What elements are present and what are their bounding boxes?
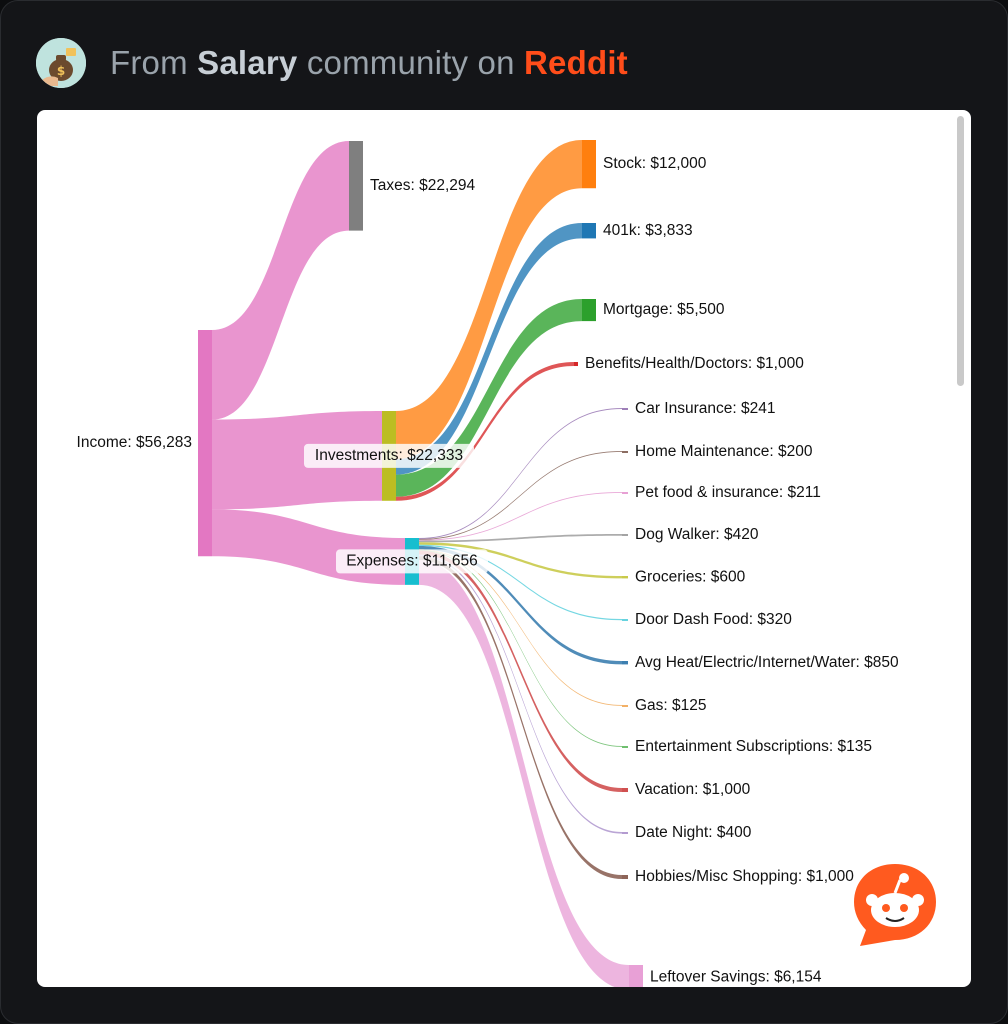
node-vacation[interactable] (622, 788, 628, 793)
node-mortgage[interactable] (582, 299, 596, 322)
node-401k[interactable] (582, 223, 596, 239)
title-prefix: From (110, 44, 188, 81)
link-expenses-groceries[interactable] (419, 542, 622, 579)
label-investments: Investments: $22,333 (315, 447, 463, 464)
label-gas: Gas: $125 (635, 697, 707, 714)
label-stock: Stock: $12,000 (603, 155, 707, 172)
link-income-expenses[interactable] (212, 509, 405, 585)
label-income: Income: $56,283 (77, 434, 192, 451)
node-dog[interactable] (622, 534, 628, 536)
label-dog: Dog Walker: $420 (635, 526, 759, 543)
label-subs: Entertainment Subscriptions: $135 (635, 738, 872, 755)
link-expenses-leftover[interactable] (419, 560, 629, 987)
reddit-logo-icon (850, 860, 940, 950)
scrollbar[interactable] (957, 116, 965, 386)
link-expenses-dog[interactable] (419, 534, 622, 543)
node-leftover[interactable] (629, 965, 643, 987)
site-name[interactable]: Reddit (524, 44, 628, 81)
label-401k: 401k: $3,833 (603, 222, 693, 239)
label-vacation: Vacation: $1,000 (635, 781, 751, 798)
label-mortgage: Mortgage: $5,500 (603, 301, 725, 318)
link-investments-stock[interactable] (396, 140, 582, 460)
node-groceries[interactable] (622, 576, 628, 579)
title-middle: community on (306, 44, 515, 81)
label-car: Car Insurance: $241 (635, 400, 775, 417)
link-expenses-utilities[interactable] (419, 546, 622, 665)
node-doordash[interactable] (622, 619, 628, 621)
link-income-taxes[interactable] (212, 141, 349, 420)
link-expenses-vacation[interactable] (419, 550, 622, 793)
link-expenses-pet[interactable] (419, 492, 622, 541)
node-hobbies[interactable] (622, 875, 628, 880)
label-hobbies: Hobbies/Misc Shopping: $1,000 (635, 868, 854, 885)
sankey-labels: Income: $56,283 Taxes: $22,294 Investments… (77, 155, 899, 985)
node-gas[interactable] (622, 705, 628, 707)
label-date: Date Night: $400 (635, 824, 752, 841)
link-income-investments[interactable] (212, 411, 382, 510)
label-benefits: Benefits/Health/Doctors: $1,000 (585, 355, 804, 372)
node-benefits[interactable] (574, 362, 578, 367)
link-expenses-car[interactable] (419, 408, 622, 539)
sankey-card: Income: $56,283 Taxes: $22,294 Investments… (37, 110, 971, 987)
node-car[interactable] (622, 408, 628, 410)
label-doordash: Door Dash Food: $320 (635, 611, 792, 628)
label-taxes: Taxes: $22,294 (370, 177, 476, 194)
label-bg-investments (304, 443, 474, 468)
label-home: Home Maintenance: $200 (635, 443, 813, 460)
label-expenses: Expenses: $11,656 (346, 553, 478, 570)
link-expenses-date[interactable] (419, 554, 622, 834)
money-bag-icon: $ (36, 38, 86, 88)
community-name[interactable]: Salary (197, 44, 298, 81)
node-subs[interactable] (622, 746, 628, 748)
node-stock[interactable] (582, 140, 596, 189)
link-expenses-doordash[interactable] (419, 544, 622, 621)
link-investments-mortgage[interactable] (396, 299, 582, 497)
node-income[interactable] (198, 330, 212, 557)
post-header: $ From Salary community on Reddit (36, 38, 628, 88)
node-date[interactable] (622, 832, 628, 834)
label-leftover: Leftover Savings: $6,154 (650, 968, 822, 985)
scrollbar-thumb[interactable] (957, 116, 964, 386)
link-expenses-home[interactable] (419, 451, 622, 540)
link-expenses-hobbies[interactable] (419, 556, 622, 880)
node-taxes[interactable] (349, 141, 363, 231)
link-expenses-subs[interactable] (419, 549, 622, 747)
node-utilities[interactable] (622, 661, 628, 665)
link-expenses-gas[interactable] (419, 549, 622, 706)
sankey-chart: Income: $56,283 Taxes: $22,294 Investments… (77, 140, 899, 987)
link-investments-401k[interactable] (396, 223, 582, 475)
label-pet: Pet food & insurance: $211 (635, 484, 821, 501)
community-avatar[interactable]: $ (36, 38, 86, 88)
node-pet[interactable] (622, 492, 628, 494)
post-title: From Salary community on Reddit (110, 44, 628, 82)
node-home[interactable] (622, 451, 628, 453)
label-groceries: Groceries: $600 (635, 568, 746, 585)
label-bg-expenses (336, 549, 488, 574)
label-utilities: Avg Heat/Electric/Internet/Water: $850 (635, 654, 899, 671)
svg-text:$: $ (57, 64, 65, 78)
link-investments-benefits[interactable] (396, 362, 574, 501)
